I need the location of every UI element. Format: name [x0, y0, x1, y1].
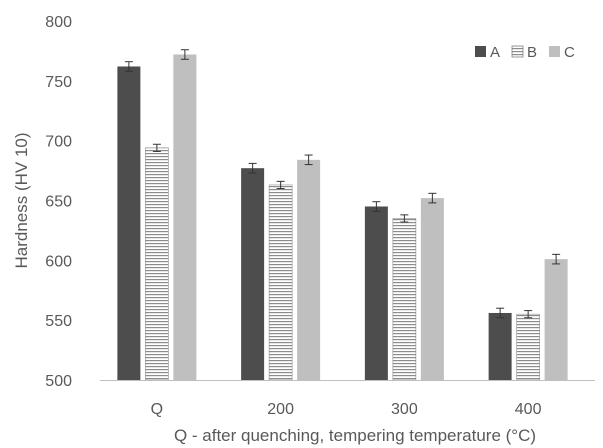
y-axis-ticks: 500 550 600 650 700 750 800	[45, 14, 72, 390]
bar-A-400	[488, 312, 512, 380]
bars-layer	[117, 54, 568, 381]
bar-A-Q	[117, 66, 141, 381]
bar-C-Q	[173, 54, 197, 381]
error-bar-B-Q	[152, 143, 161, 152]
bar-A-200	[241, 168, 265, 380]
error-bar-A-200	[248, 162, 257, 174]
bar-C-300	[420, 198, 444, 380]
error-bar-C-200	[304, 154, 313, 166]
legend-swatch-A	[475, 46, 486, 57]
x-tick-label-0: Q	[151, 401, 163, 418]
y-tick-label-3: 650	[45, 194, 72, 211]
bar-A-300	[364, 206, 388, 380]
x-axis-ticks: Q 200 300 400	[151, 401, 542, 418]
error-bars-layer	[124, 49, 561, 319]
y-axis-label: Hardness (HV 10)	[12, 132, 31, 268]
bar-B-Q	[145, 147, 169, 381]
bar-B-200	[268, 184, 293, 381]
legend-label-B: B	[527, 44, 537, 61]
x-tick-label-1: 200	[267, 401, 294, 418]
error-bar-B-200	[276, 180, 285, 190]
bar-B-300	[392, 218, 417, 381]
error-bar-B-400	[524, 310, 533, 319]
legend-swatch-C	[549, 46, 560, 57]
y-tick-label-4: 700	[45, 134, 72, 151]
y-tick-label-0: 500	[45, 373, 72, 390]
y-tick-label-5: 750	[45, 74, 72, 91]
error-bar-A-300	[372, 201, 381, 212]
legend-label-C: C	[564, 44, 575, 61]
legend-swatch-B	[511, 45, 524, 58]
y-tick-label-6: 800	[45, 14, 72, 31]
x-tick-label-2: 300	[391, 401, 418, 418]
error-bar-C-300	[428, 192, 437, 204]
legend-label-A: A	[490, 44, 500, 61]
bar-B-400	[516, 313, 540, 381]
error-bar-C-Q	[180, 49, 189, 60]
x-axis-label: Q - after quenching, tempering temperatu…	[174, 426, 536, 445]
x-tick-label-3: 400	[515, 401, 542, 418]
y-tick-label-2: 600	[45, 253, 72, 270]
bar-C-400	[544, 259, 568, 380]
legend: A B C	[475, 44, 575, 61]
error-bar-A-400	[496, 307, 505, 319]
error-bar-B-300	[400, 214, 409, 223]
bar-C-200	[297, 159, 321, 380]
error-bar-C-400	[552, 253, 561, 265]
error-bar-A-Q	[124, 61, 133, 72]
y-tick-label-1: 550	[45, 313, 72, 330]
